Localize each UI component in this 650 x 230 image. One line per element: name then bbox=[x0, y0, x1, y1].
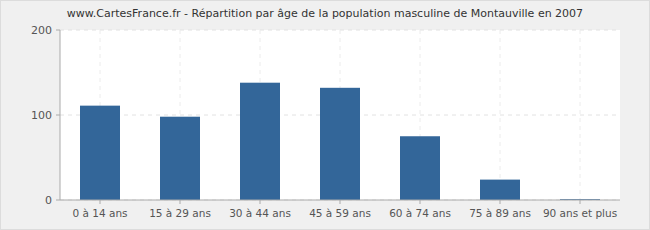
chart-container: www.CartesFrance.fr - Répartition par âg… bbox=[0, 0, 650, 230]
x-tick-label: 75 à 89 ans bbox=[469, 207, 531, 219]
bars bbox=[80, 83, 600, 200]
y-tick bbox=[56, 30, 60, 31]
bar bbox=[480, 180, 520, 200]
bar bbox=[80, 106, 120, 200]
x-tick-label: 90 ans et plus bbox=[543, 207, 617, 219]
chart-svg: www.CartesFrance.fr - Répartition par âg… bbox=[0, 0, 650, 230]
bar bbox=[400, 136, 440, 200]
grid-line-x bbox=[500, 30, 501, 200]
x-tick bbox=[420, 200, 421, 204]
y-axis bbox=[60, 30, 61, 200]
x-tick-label: 60 à 74 ans bbox=[389, 207, 451, 219]
x-tick bbox=[580, 200, 581, 204]
y-tick-label: 100 bbox=[31, 109, 52, 122]
x-tick bbox=[340, 200, 341, 204]
plot-area bbox=[60, 30, 620, 200]
x-tick-label: 30 à 44 ans bbox=[229, 207, 291, 219]
y-tick-label: 200 bbox=[31, 24, 52, 37]
x-tick-label: 0 à 14 ans bbox=[72, 207, 127, 219]
bar bbox=[160, 117, 200, 200]
y-tick bbox=[56, 115, 60, 116]
y-tick bbox=[56, 200, 60, 201]
x-tick bbox=[260, 200, 261, 204]
bar bbox=[240, 83, 280, 200]
title: www.CartesFrance.fr - Répartition par âg… bbox=[67, 7, 583, 20]
background bbox=[1, 1, 650, 230]
x-tick-label: 15 à 29 ans bbox=[149, 207, 211, 219]
x-tick-label: 45 à 59 ans bbox=[309, 207, 371, 219]
bar bbox=[320, 88, 360, 200]
grid-line-x bbox=[580, 30, 581, 200]
x-tick bbox=[100, 200, 101, 204]
x-tick bbox=[180, 200, 181, 204]
y-tick-label: 0 bbox=[45, 194, 52, 207]
x-tick bbox=[500, 200, 501, 204]
